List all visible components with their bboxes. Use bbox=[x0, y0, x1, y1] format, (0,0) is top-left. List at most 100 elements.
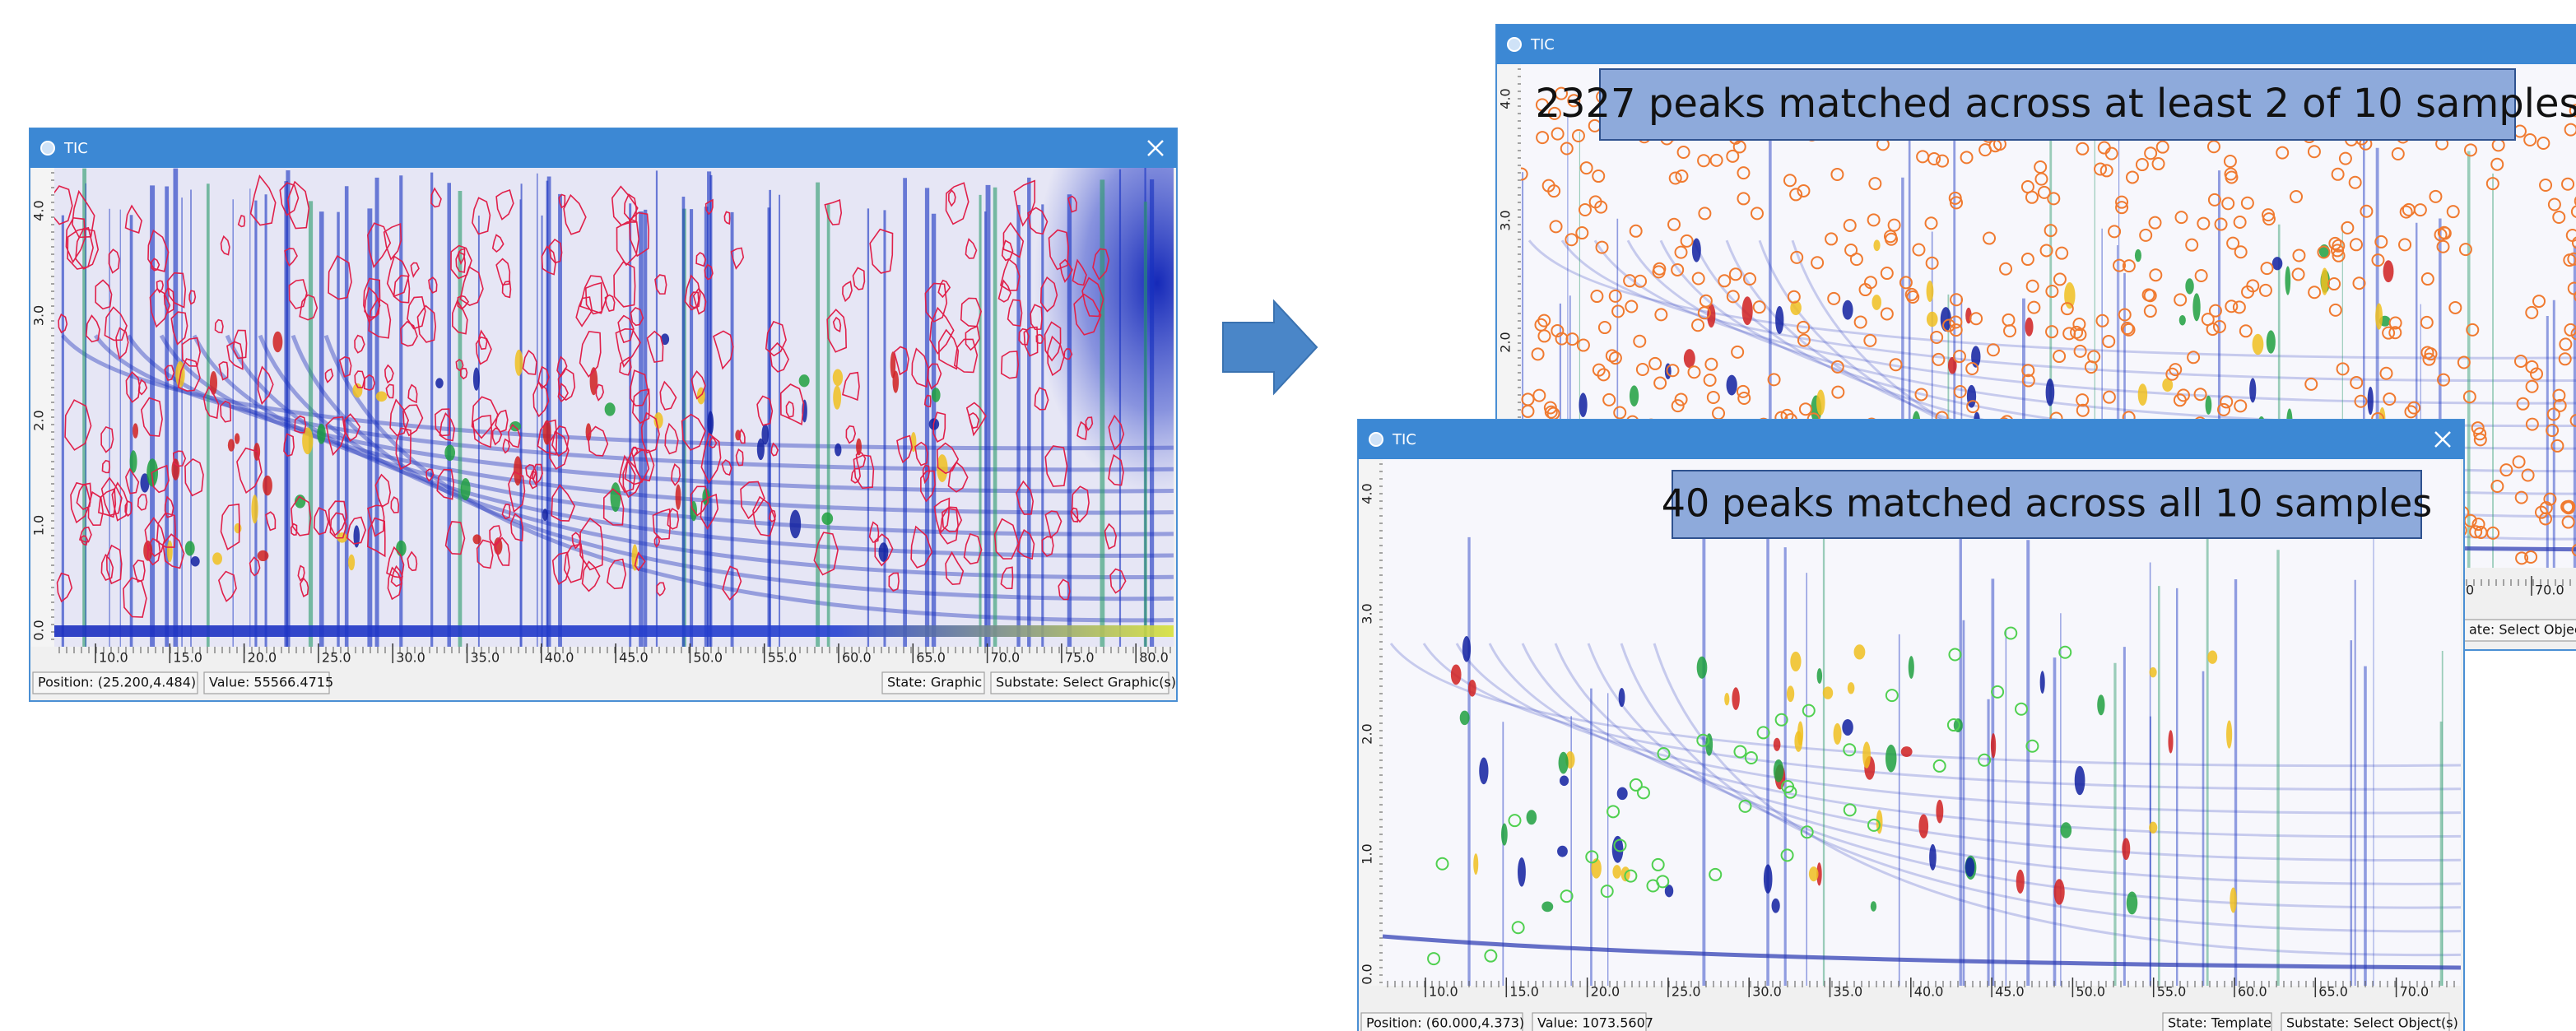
peak bbox=[133, 423, 138, 438]
y-tick-label: 2.0 bbox=[1498, 332, 1514, 352]
window-title: TIC bbox=[1530, 36, 1555, 53]
arrow bbox=[1223, 301, 1317, 393]
peak bbox=[821, 513, 833, 525]
peak bbox=[1927, 281, 1934, 302]
x-tick-label: 15.0 bbox=[1509, 984, 1539, 1000]
peak bbox=[2253, 334, 2264, 355]
x-tick-label: 35.0 bbox=[471, 650, 500, 666]
x-tick-label: 0 bbox=[2466, 583, 2474, 598]
peak bbox=[2383, 260, 2394, 282]
y-axis-strip bbox=[1360, 459, 1383, 986]
peak bbox=[212, 552, 222, 564]
peak bbox=[473, 368, 480, 391]
peak bbox=[1872, 295, 1881, 310]
peak bbox=[348, 555, 355, 571]
peak bbox=[263, 476, 272, 496]
peak bbox=[2192, 293, 2200, 321]
peak bbox=[1817, 668, 1823, 684]
peak bbox=[1848, 682, 1855, 694]
peak bbox=[2127, 891, 2138, 914]
peak bbox=[1774, 738, 1781, 751]
peak bbox=[2025, 318, 2034, 337]
x-tick-label: 20.0 bbox=[1591, 984, 1620, 1000]
peak bbox=[2249, 378, 2256, 402]
x-tick-label: 50.0 bbox=[693, 650, 723, 666]
peak bbox=[2046, 378, 2055, 406]
peak bbox=[1991, 733, 1996, 758]
x-tick-label: 10.0 bbox=[99, 650, 128, 666]
peak bbox=[2368, 387, 2374, 415]
callout-text: 2327 peaks matched across at least 2 of … bbox=[1535, 81, 2576, 127]
peak bbox=[1579, 392, 1587, 417]
peak bbox=[1871, 901, 1876, 911]
x-tick-label: 65.0 bbox=[916, 650, 946, 666]
peak bbox=[2321, 267, 2328, 295]
x-tick-label: 30.0 bbox=[1752, 984, 1782, 1000]
peak bbox=[2122, 838, 2130, 860]
peak bbox=[1501, 823, 1508, 845]
peak bbox=[1775, 306, 1783, 334]
x-tick-label: 65.0 bbox=[2318, 984, 2348, 1000]
y-tick-label: 0.0 bbox=[1360, 964, 1375, 984]
peak bbox=[317, 424, 326, 444]
peak bbox=[790, 510, 802, 539]
peak bbox=[707, 411, 714, 436]
y-tick-label: 4.0 bbox=[1498, 88, 1514, 109]
peak bbox=[1886, 745, 1897, 773]
callout-text: 40 peaks matched across all 10 samples bbox=[1662, 481, 2433, 526]
peak bbox=[1617, 787, 1628, 801]
peak bbox=[1927, 312, 1938, 327]
peak bbox=[1697, 657, 1708, 679]
peak bbox=[1630, 385, 1639, 406]
peak bbox=[1727, 375, 1737, 396]
peak bbox=[2206, 396, 2212, 415]
peak bbox=[1854, 644, 1866, 659]
peak bbox=[1787, 685, 1794, 702]
x-tick-label: 55.0 bbox=[2157, 984, 2187, 1000]
peak bbox=[1462, 636, 1471, 662]
peak bbox=[761, 424, 769, 444]
peak bbox=[1774, 759, 1783, 783]
x-tick-label: 70.0 bbox=[2400, 984, 2430, 1000]
peak bbox=[2207, 650, 2217, 663]
peak bbox=[2097, 694, 2104, 715]
peak bbox=[2267, 330, 2276, 353]
window-icon bbox=[1369, 433, 1383, 446]
x-tick-label: 25.0 bbox=[322, 650, 351, 666]
window: TIC10.015.020.025.030.035.040.045.050.05… bbox=[1358, 420, 2464, 1031]
peak bbox=[2061, 822, 2072, 838]
title-bar bbox=[30, 128, 1177, 168]
peak bbox=[251, 495, 258, 523]
peak bbox=[435, 378, 444, 388]
y-tick-label: 3.0 bbox=[1498, 210, 1514, 230]
y-tick-label: 4.0 bbox=[31, 200, 47, 221]
peak bbox=[2075, 766, 2085, 795]
status-text: State: Graphic bbox=[887, 675, 982, 690]
peak bbox=[1843, 300, 1853, 320]
window: TIC10.015.020.025.030.035.040.045.050.05… bbox=[30, 69, 1281, 701]
x-tick-label: 55.0 bbox=[768, 650, 797, 666]
peak bbox=[611, 482, 621, 512]
peak bbox=[2285, 266, 2290, 295]
peak bbox=[1797, 722, 1803, 746]
peak bbox=[1936, 800, 1943, 824]
peak bbox=[1816, 389, 1825, 415]
peak bbox=[461, 478, 471, 500]
peak bbox=[2149, 822, 2157, 834]
y-tick-label: 3.0 bbox=[1360, 603, 1375, 624]
screen: TIC10.015.020.025.030.035.040.045.050.05… bbox=[0, 0, 2576, 1031]
peak bbox=[235, 433, 239, 444]
x-tick-label: 40.0 bbox=[545, 650, 574, 666]
x-tick-label: 35.0 bbox=[1834, 984, 1863, 1000]
peak bbox=[2272, 257, 2283, 270]
peak bbox=[2138, 383, 2147, 406]
peak bbox=[1479, 758, 1488, 785]
peak bbox=[833, 385, 841, 409]
peak bbox=[2168, 730, 2173, 753]
peak bbox=[376, 392, 388, 402]
peak bbox=[514, 456, 522, 485]
window-title: TIC bbox=[1392, 431, 1416, 448]
x-tick-label: 40.0 bbox=[1914, 984, 1944, 1000]
peak bbox=[228, 439, 235, 452]
peak bbox=[1560, 776, 1569, 787]
